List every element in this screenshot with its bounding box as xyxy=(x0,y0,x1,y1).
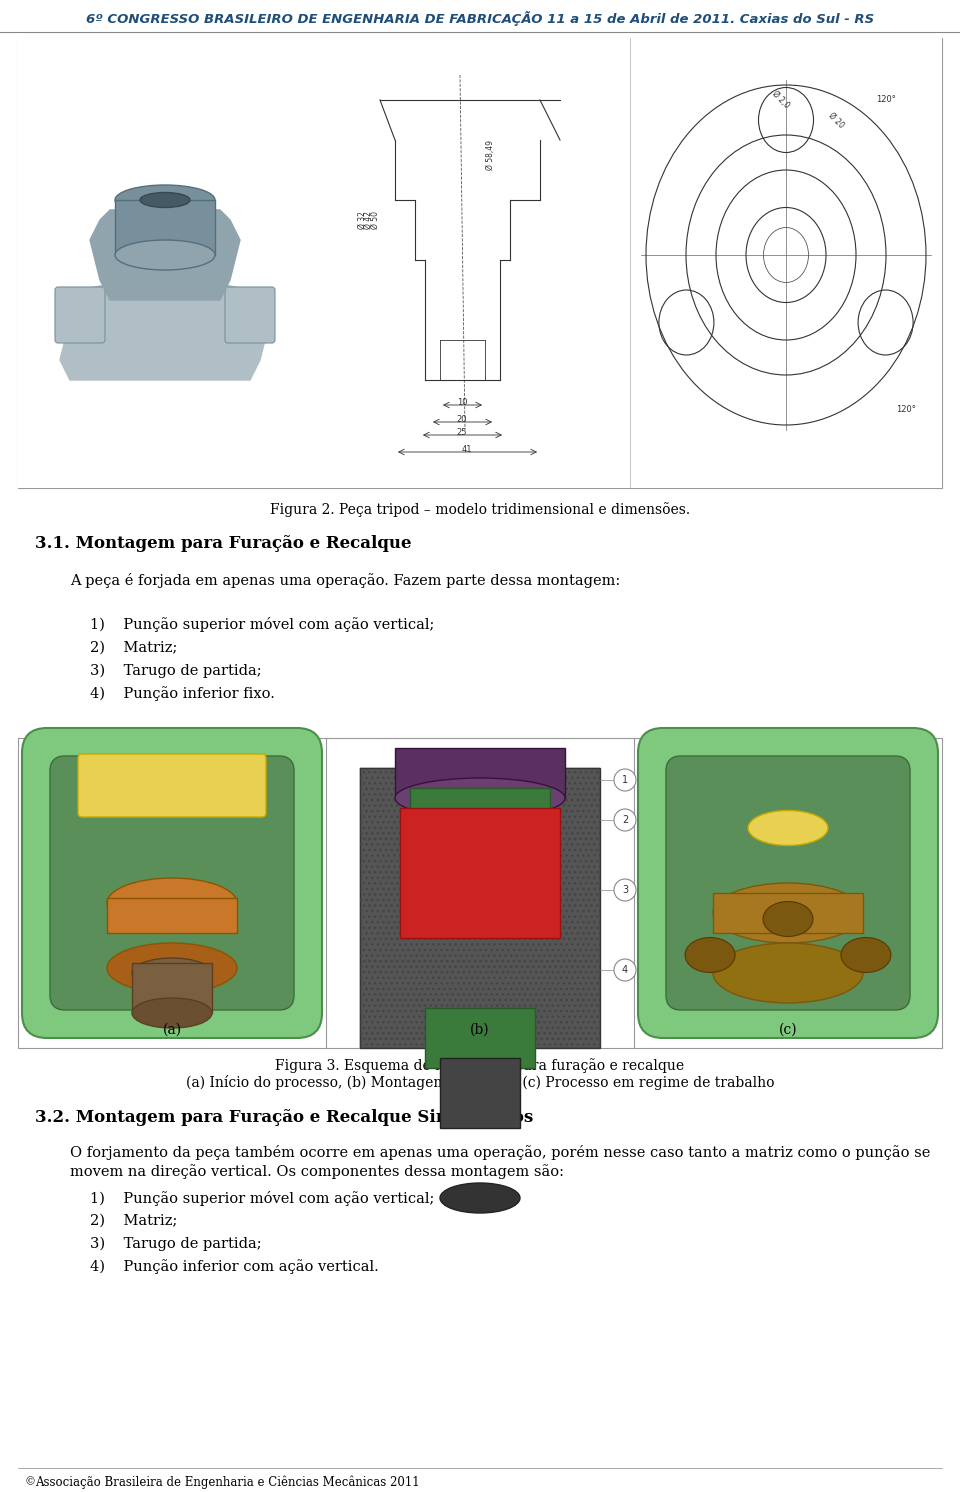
Bar xyxy=(18,37,942,488)
Text: movem na direção vertical. Os componentes dessa montagem são:: movem na direção vertical. Os componente… xyxy=(70,1165,564,1180)
Bar xyxy=(395,747,565,798)
Text: 120°: 120° xyxy=(896,406,916,415)
Text: Ø 50: Ø 50 xyxy=(371,210,380,228)
Bar xyxy=(440,1058,520,1128)
Ellipse shape xyxy=(140,192,190,207)
Text: 41: 41 xyxy=(462,445,472,454)
Ellipse shape xyxy=(685,937,735,973)
Ellipse shape xyxy=(614,768,636,791)
Bar xyxy=(360,768,600,1047)
Text: 3.1. Montagem para Furação e Recalque: 3.1. Montagem para Furação e Recalque xyxy=(35,534,412,552)
Text: Ø 42: Ø 42 xyxy=(364,210,373,228)
Text: 3: 3 xyxy=(622,885,628,895)
Text: 20: 20 xyxy=(457,415,468,424)
Ellipse shape xyxy=(395,777,565,818)
Text: (a): (a) xyxy=(162,1024,181,1037)
Text: (b): (b) xyxy=(470,1024,490,1037)
Ellipse shape xyxy=(115,185,215,215)
Text: 3.2. Montagem para Furação e Recalque Simultâneos: 3.2. Montagem para Furação e Recalque Si… xyxy=(35,1109,533,1126)
FancyBboxPatch shape xyxy=(225,286,275,343)
Text: 1: 1 xyxy=(622,774,628,785)
Bar xyxy=(400,809,560,938)
Text: 3)    Tarugo de partida;: 3) Tarugo de partida; xyxy=(90,1237,262,1252)
Bar xyxy=(107,898,237,932)
FancyBboxPatch shape xyxy=(55,286,105,343)
Ellipse shape xyxy=(132,958,212,988)
FancyBboxPatch shape xyxy=(666,756,910,1010)
Bar xyxy=(326,37,942,488)
Text: 10: 10 xyxy=(457,398,468,407)
Text: 6º CONGRESSO BRASILEIRO DE ENGENHARIA DE FABRICAÇÃO 11 a 15 de Abril de 2011. Ca: 6º CONGRESSO BRASILEIRO DE ENGENHARIA DE… xyxy=(86,12,874,27)
Text: Figura 2. Peça tripod – modelo tridimensional e dimensões.: Figura 2. Peça tripod – modelo tridimens… xyxy=(270,503,690,518)
Text: 1)    Punção superior móvel com ação vertical;: 1) Punção superior móvel com ação vertic… xyxy=(90,618,434,633)
Text: 4)    Punção inferior fixo.: 4) Punção inferior fixo. xyxy=(90,686,275,701)
Text: Ø 2,0: Ø 2,0 xyxy=(771,90,791,110)
Bar xyxy=(410,788,550,847)
FancyBboxPatch shape xyxy=(50,756,294,1010)
Ellipse shape xyxy=(748,810,828,846)
Text: (c): (c) xyxy=(779,1024,798,1037)
Text: Ø 20: Ø 20 xyxy=(827,110,846,130)
Text: O forjamento da peça também ocorre em apenas uma operação, porém nesse caso tant: O forjamento da peça também ocorre em ap… xyxy=(70,1144,930,1159)
Text: 3)    Tarugo de partida;: 3) Tarugo de partida; xyxy=(90,664,262,679)
Text: 1)    Punção superior móvel com ação vertical;: 1) Punção superior móvel com ação vertic… xyxy=(90,1191,434,1206)
Ellipse shape xyxy=(763,901,813,937)
Text: Associação Brasileira de Engenharia e Ciências Mecânicas 2011: Associação Brasileira de Engenharia e Ci… xyxy=(35,1476,420,1489)
Text: 25: 25 xyxy=(457,428,468,437)
Text: A peça é forjada em apenas uma operação. Fazem parte dessa montagem:: A peça é forjada em apenas uma operação.… xyxy=(70,573,620,588)
Ellipse shape xyxy=(614,959,636,982)
Ellipse shape xyxy=(132,998,212,1028)
FancyBboxPatch shape xyxy=(78,753,266,818)
Bar xyxy=(132,962,212,1013)
Polygon shape xyxy=(90,207,240,300)
Bar xyxy=(360,768,600,1047)
Text: 2)    Matriz;: 2) Matriz; xyxy=(90,1214,178,1228)
Bar xyxy=(713,894,863,932)
Ellipse shape xyxy=(115,240,215,270)
Bar xyxy=(18,739,942,1047)
FancyBboxPatch shape xyxy=(638,728,938,1038)
Ellipse shape xyxy=(440,1183,520,1213)
Ellipse shape xyxy=(841,937,891,973)
Text: ©: © xyxy=(25,1477,36,1488)
Polygon shape xyxy=(60,278,270,380)
Text: 4)    Punção inferior com ação vertical.: 4) Punção inferior com ação vertical. xyxy=(90,1259,379,1274)
Ellipse shape xyxy=(614,879,636,901)
Ellipse shape xyxy=(614,809,636,831)
FancyBboxPatch shape xyxy=(22,728,322,1038)
Text: 2)    Matriz;: 2) Matriz; xyxy=(90,642,178,655)
Text: 120°: 120° xyxy=(876,95,896,104)
Ellipse shape xyxy=(107,943,237,994)
Bar xyxy=(425,1009,535,1068)
Text: 2: 2 xyxy=(622,815,628,825)
Bar xyxy=(115,200,215,255)
Text: Ø 58,49: Ø 58,49 xyxy=(486,140,494,170)
Text: Figura 3. Esquema de montagem para furação e recalque: Figura 3. Esquema de montagem para furaç… xyxy=(276,1058,684,1073)
Ellipse shape xyxy=(713,943,863,1003)
Bar xyxy=(18,37,326,488)
Ellipse shape xyxy=(107,877,237,928)
Text: Ø 32: Ø 32 xyxy=(358,210,367,228)
Ellipse shape xyxy=(713,883,863,943)
Text: (a) Início do processo, (b) Montagem em corte, (c) Processo em regime de trabalh: (a) Início do processo, (b) Montagem em … xyxy=(185,1076,775,1091)
Text: 4: 4 xyxy=(622,965,628,974)
